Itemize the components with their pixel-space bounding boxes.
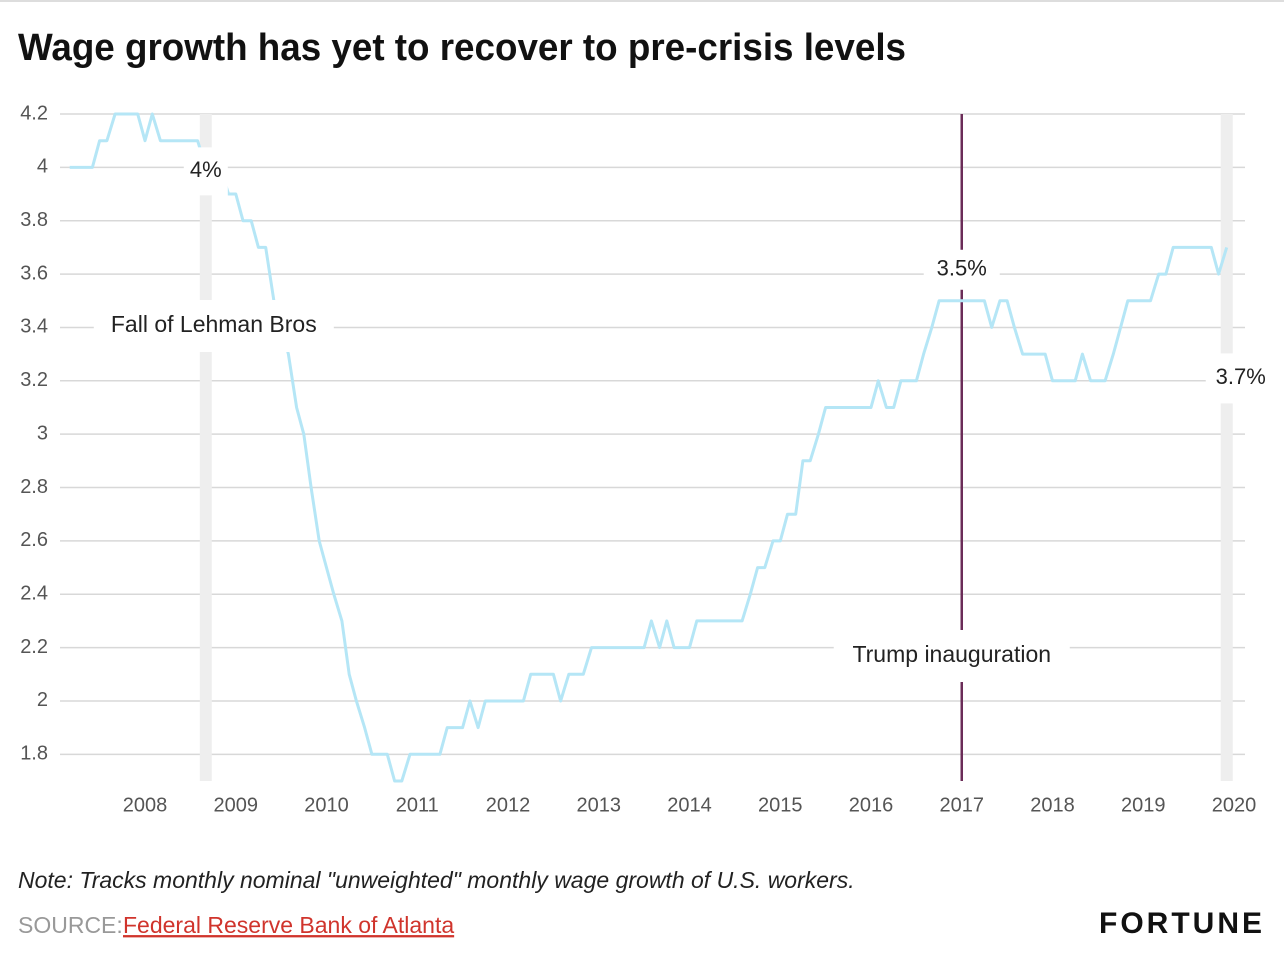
chart-title: Wage growth has yet to recover to pre-cr… xyxy=(18,27,906,69)
x-tick-label: 2018 xyxy=(1030,794,1075,816)
y-tick-label: 4 xyxy=(37,156,48,178)
brand-logo: FORTUNE xyxy=(1099,907,1265,940)
y-tick-label: 3 xyxy=(37,422,48,444)
x-tick-label: 2014 xyxy=(667,794,712,816)
label-bg xyxy=(923,249,1000,290)
source-label: SOURCE: xyxy=(18,912,123,938)
annotation: Trump inauguration xyxy=(852,641,1051,667)
source-link[interactable]: Federal Reserve Bank of Atlanta xyxy=(123,912,454,938)
x-tick-label: 2013 xyxy=(577,794,622,816)
y-tick-label: 3.8 xyxy=(20,209,48,231)
y-tick-label: 2 xyxy=(37,689,48,711)
value-label: 3.5% xyxy=(937,256,987,281)
label-bg xyxy=(183,147,228,196)
x-tick-label: 2019 xyxy=(1121,794,1166,816)
x-tick-label: 2010 xyxy=(304,794,349,816)
x-tick-label: 2015 xyxy=(758,794,803,816)
y-tick-label: 3.2 xyxy=(20,369,48,391)
y-tick-label: 3.6 xyxy=(20,262,48,284)
note: Note: Tracks monthly nominal "unweighted… xyxy=(18,867,855,893)
value-label: 4% xyxy=(190,157,222,182)
x-tick-label: 2011 xyxy=(396,794,439,816)
x-tick-label: 2016 xyxy=(849,794,894,816)
y-tick-label: 2.4 xyxy=(20,583,48,605)
value-label: 3.7% xyxy=(1216,364,1266,389)
y-tick-label: 2.8 xyxy=(20,476,48,498)
x-tick-label: 2017 xyxy=(940,794,985,816)
label-bg xyxy=(1205,353,1276,404)
x-tick-label: 2020 xyxy=(1212,794,1257,816)
data-line xyxy=(69,112,1229,783)
x-tick-label: 2008 xyxy=(123,794,168,816)
label-bg xyxy=(93,300,334,352)
x-tick-label: 2009 xyxy=(214,794,259,816)
x-tick-label: 2012 xyxy=(486,794,531,816)
label-bg xyxy=(833,630,1070,682)
y-tick-label: 2.2 xyxy=(20,636,48,658)
y-tick-label: 1.8 xyxy=(20,743,48,765)
y-tick-label: 4.2 xyxy=(20,102,48,124)
y-tick-label: 2.6 xyxy=(20,529,48,551)
annotation: Fall of Lehman Bros xyxy=(111,311,317,337)
y-tick-label: 3.4 xyxy=(20,316,48,338)
plot-area: 1.8 2 2.2 2.4 2.6 2.8 3 3.2 3.4 3.6 3.8 4 4.2 2008 200… xyxy=(20,102,1276,816)
